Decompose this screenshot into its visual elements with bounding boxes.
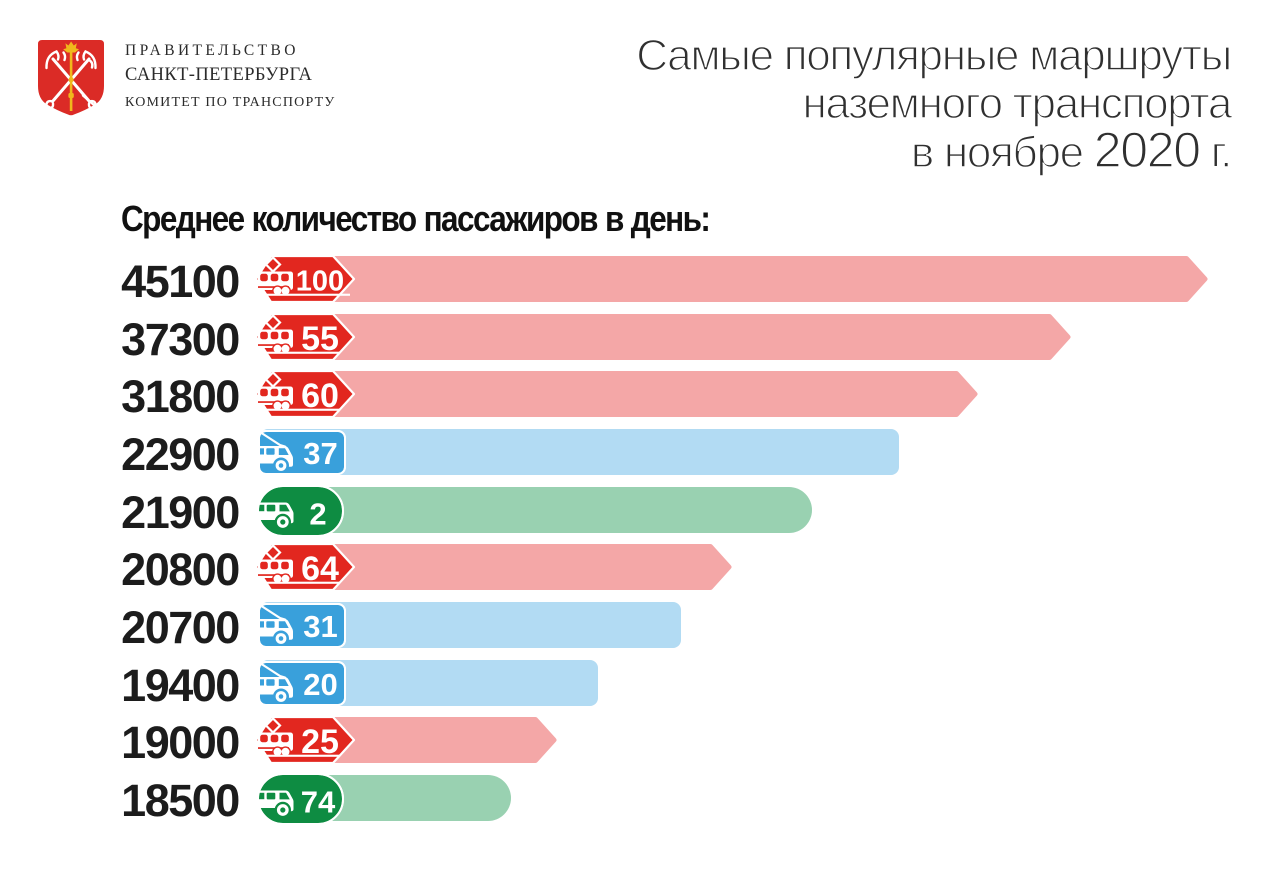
svg-text:60: 60	[301, 377, 339, 415]
svg-text:74: 74	[301, 784, 336, 819]
svg-text:31: 31	[303, 609, 337, 644]
svg-text:55: 55	[301, 320, 339, 358]
svg-text:20: 20	[303, 667, 337, 702]
svg-text:2: 2	[309, 496, 326, 531]
svg-text:64: 64	[301, 550, 339, 588]
svg-text:100: 100	[296, 266, 344, 298]
svg-text:37: 37	[303, 436, 337, 471]
svg-text:25: 25	[301, 723, 339, 761]
